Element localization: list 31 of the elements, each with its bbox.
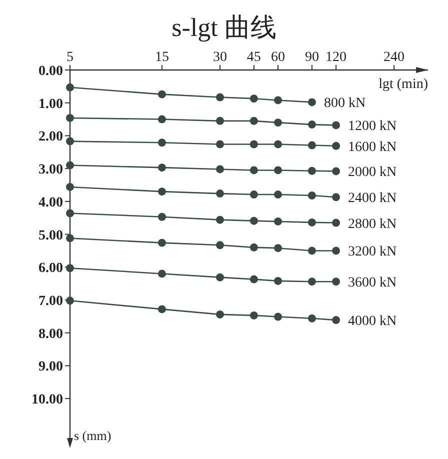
series-label: 3200 kN — [348, 244, 397, 260]
y-tick-label: 1.00 — [38, 96, 63, 112]
x-axis-title: lgt (min) — [378, 77, 428, 92]
y-axis-title: s (mm) — [74, 428, 112, 443]
x-tick-label: 120 — [326, 50, 347, 65]
series-label: 1600 kN — [348, 140, 397, 155]
y-tick-label: 10.00 — [32, 392, 63, 408]
series-label: 2000 kN — [348, 165, 397, 180]
series-label: 3600 kN — [348, 276, 397, 291]
series-label: 2800 kN — [348, 216, 397, 232]
x-tick-label: 90 — [304, 50, 319, 65]
y-tick-label: 8.00 — [38, 326, 63, 342]
y-tick-label: 4.00 — [38, 195, 63, 210]
y-tick-label: 2.00 — [38, 130, 63, 145]
x-tick-label: 15 — [154, 50, 169, 65]
series-label: 1200 kN — [348, 119, 397, 134]
x-tick-label: 5 — [66, 50, 74, 65]
y-tick-label: 3.00 — [38, 162, 63, 178]
y-tick-label: 0.00 — [38, 64, 63, 79]
x-tick-label: 240 — [384, 50, 405, 65]
x-tick-label: 45 — [246, 50, 261, 65]
chart-title: s-lgt 曲线 — [172, 13, 276, 42]
series-label: 2400 kN — [348, 191, 397, 206]
x-tick-label: 60 — [271, 50, 286, 65]
y-tick-label: 9.00 — [38, 360, 63, 375]
x-tick-label: 30 — [212, 50, 227, 65]
series-label: 800 kN — [324, 96, 366, 112]
y-tick-label: 5.00 — [38, 228, 63, 244]
y-tick-label: 7.00 — [38, 294, 63, 309]
y-tick-label: 6.00 — [38, 261, 63, 276]
series-label: 4000 kN — [348, 314, 397, 330]
